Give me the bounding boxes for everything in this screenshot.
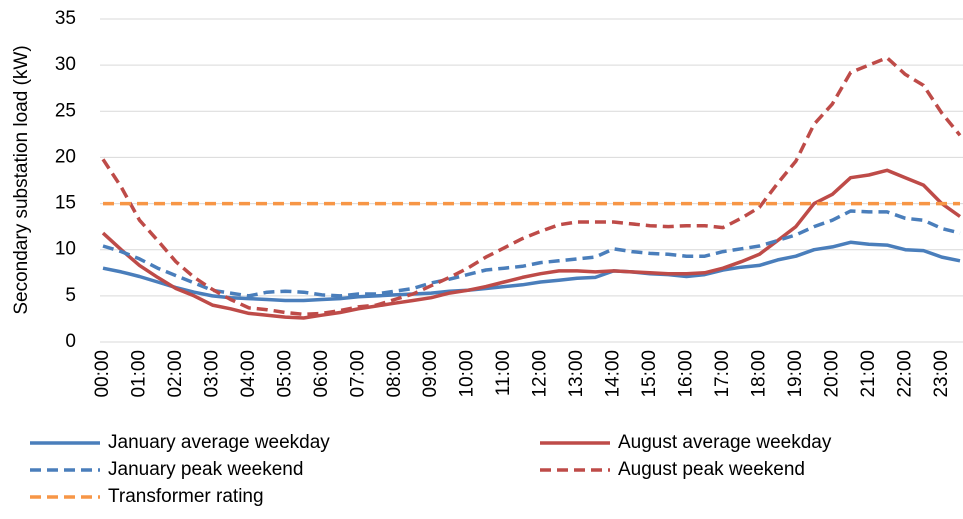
series-line xyxy=(101,56,962,317)
y-tick-label: 35 xyxy=(55,8,76,29)
x-tick-label: 17:00 xyxy=(712,350,733,398)
x-tick-label: 08:00 xyxy=(384,350,405,398)
y-tick-label: 20 xyxy=(55,146,76,167)
x-tick-label: 07:00 xyxy=(347,350,368,398)
x-tick-label: 21:00 xyxy=(858,350,879,398)
x-tick-label: 11:00 xyxy=(493,350,514,396)
x-tick-label: 18:00 xyxy=(748,350,769,398)
legend-label: January average weekday xyxy=(108,432,330,453)
x-tick-label: 14:00 xyxy=(603,350,624,398)
y-tick-label: 25 xyxy=(55,100,76,121)
y-tick-label: 30 xyxy=(55,54,76,75)
x-tick-label: 15:00 xyxy=(639,350,660,398)
x-tick-label: 19:00 xyxy=(785,350,806,398)
y-tick-label: 15 xyxy=(55,193,76,214)
legend-label: January peak weekend xyxy=(108,459,303,480)
x-tick-label: 16:00 xyxy=(676,350,697,398)
x-tick-label: 23:00 xyxy=(931,350,952,398)
x-tick-label: 20:00 xyxy=(821,350,842,398)
x-tick-label: 01:00 xyxy=(128,350,149,398)
legend-label: August peak weekend xyxy=(618,459,805,480)
x-tick-label: 13:00 xyxy=(566,350,587,398)
x-tick-label: 22:00 xyxy=(894,350,915,398)
x-tick-label: 04:00 xyxy=(238,350,259,398)
x-tick-label: 00:00 xyxy=(92,350,113,398)
x-tick-label: 12:00 xyxy=(530,350,551,398)
x-tick-label: 03:00 xyxy=(201,350,222,398)
x-tick-label: 10:00 xyxy=(457,350,478,398)
series-line xyxy=(102,240,961,303)
legend-label: Transformer rating xyxy=(108,486,264,507)
series-line xyxy=(102,209,961,298)
x-tick-label: 02:00 xyxy=(165,350,186,398)
y-axis-title: Secondary substation load (kW) xyxy=(11,45,32,314)
x-tick-label: 09:00 xyxy=(420,350,441,398)
x-tick-label: 05:00 xyxy=(274,350,295,398)
y-tick-label: 10 xyxy=(55,239,76,260)
legend-label: August average weekday xyxy=(618,432,832,453)
y-tick-label: 0 xyxy=(65,331,76,352)
x-tick-label: 06:00 xyxy=(311,350,332,398)
y-tick-label: 5 xyxy=(65,285,76,306)
